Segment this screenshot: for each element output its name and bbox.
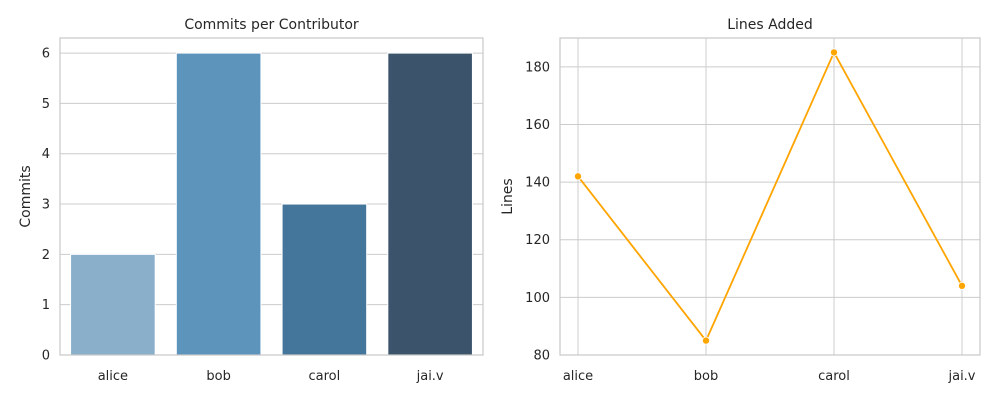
line-chart-frame [559,37,981,356]
y-tick-label: 4 [42,147,50,162]
y-tick-label: 5 [42,97,50,112]
y-tick-label: 1 [42,298,50,313]
x-tick-label: carol [818,369,850,384]
point-alice [574,172,583,181]
y-tick-label: 160 [525,118,550,133]
bar-chart-ticks: 0 1 2 3 4 5 6 alice bob carol jai.v [42,47,444,384]
x-tick-label: jai.v [416,369,444,384]
line-chart-ylabel: Lines [500,178,516,214]
point-bob [702,336,711,345]
series-line [577,50,963,343]
y-tick-label: 3 [42,198,50,213]
x-tick-label: jai.v [947,369,975,384]
bar-jai.v [387,52,473,356]
y-tick-label: 100 [525,291,550,306]
y-tick-label: 2 [42,248,50,263]
x-tick-label: alice [563,369,593,384]
bar-chart-bars [70,52,473,356]
point-jai.v [958,281,967,290]
line-chart-lines-added: 80 100 120 140 160 180 alice bob carol jai.v Line… [500,17,981,384]
line-chart-title: Lines Added [727,17,813,33]
bar-carol [281,203,368,356]
y-tick-label: 120 [525,233,550,248]
line-chart-marks [574,48,967,345]
x-tick-label: bob [206,369,230,384]
x-tick-label: alice [98,369,128,384]
bar-chart-ylabel: Commits [18,165,34,227]
x-tick-label: bob [694,369,718,384]
y-tick-label: 80 [533,349,550,364]
bar-chart-title: Commits per Contributor [184,17,359,33]
line-chart-ticks: 80 100 120 140 160 180 alice bob carol jai.v [525,60,976,384]
bar-chart-frame [59,37,484,356]
y-tick-label: 6 [42,47,50,62]
y-tick-label: 180 [525,60,550,75]
bar-alice [70,253,156,356]
bar-chart-commits: 0 1 2 3 4 5 6 alice bob carol jai.v Commits per Co… [18,17,484,384]
bar-bob [175,52,262,356]
point-carol [830,48,839,57]
x-tick-label: carol [309,369,341,384]
y-tick-label: 0 [42,349,50,364]
y-tick-label: 140 [525,176,550,191]
